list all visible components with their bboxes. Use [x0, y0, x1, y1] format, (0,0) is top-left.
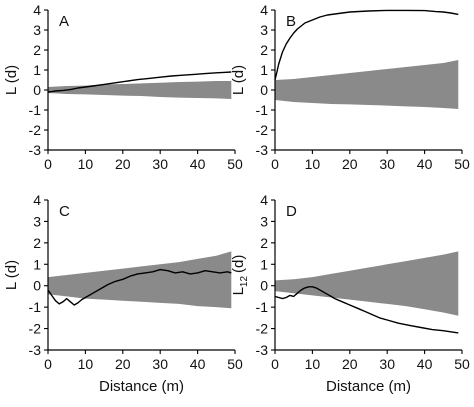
- x-tick-label: 0: [271, 156, 279, 172]
- y-tick-label: -2: [29, 122, 42, 138]
- y-tick-label: 1: [33, 62, 41, 78]
- x-tick-label: 0: [44, 156, 52, 172]
- y-axis-label: L12 (d): [230, 255, 250, 296]
- y-tick-label: -3: [29, 142, 42, 158]
- panel-letter: B: [286, 13, 296, 30]
- x-tick-label: 20: [342, 356, 358, 372]
- x-tick-label: 30: [152, 356, 168, 372]
- x-tick-label: 20: [342, 156, 358, 172]
- confidence-envelope: [275, 251, 459, 316]
- y-tick-label: 0: [33, 278, 41, 294]
- x-tick-label: 0: [271, 356, 279, 372]
- y-tick-label: 0: [260, 278, 268, 294]
- x-tick-label: 50: [454, 356, 470, 372]
- x-tick-label: 0: [44, 356, 52, 372]
- y-tick-label: 2: [260, 42, 268, 58]
- y-tick-label: -3: [256, 342, 269, 358]
- y-tick-label: 4: [33, 192, 41, 208]
- x-tick-label: 30: [152, 156, 168, 172]
- y-tick-label: 0: [33, 82, 41, 98]
- y-tick-label: -1: [256, 299, 269, 315]
- y-tick-label: 4: [260, 2, 268, 18]
- x-tick-label: 40: [190, 356, 206, 372]
- x-tick-label: 10: [78, 356, 94, 372]
- y-tick-label: -1: [29, 299, 42, 315]
- panel-letter: A: [59, 13, 69, 30]
- x-tick-label: 10: [305, 356, 321, 372]
- x-axis-label: Distance (m): [326, 378, 411, 395]
- x-tick-label: 40: [417, 356, 433, 372]
- y-tick-label: 2: [33, 235, 41, 251]
- y-tick-label: -2: [256, 122, 269, 138]
- y-tick-label: 3: [260, 22, 268, 38]
- x-tick-label: 30: [379, 356, 395, 372]
- y-axis-label-main: L: [230, 287, 247, 295]
- x-tick-label: 10: [78, 156, 94, 172]
- observed-line: [47, 71, 232, 93]
- y-tick-label: -3: [29, 342, 42, 358]
- y-axis-label-main: L (d): [3, 260, 20, 290]
- y-tick-label: 3: [260, 213, 268, 229]
- x-tick-label: 20: [115, 156, 131, 172]
- x-tick-label: 40: [417, 156, 433, 172]
- y-tick-label: 3: [33, 213, 41, 229]
- y-tick-label: 0: [260, 82, 268, 98]
- y-axis-label-subscript: 12: [239, 276, 250, 288]
- y-tick-label: 1: [260, 256, 268, 272]
- x-tick-label: 40: [190, 156, 206, 172]
- y-axis-label: L (d): [3, 65, 20, 95]
- observed-line: [274, 286, 459, 334]
- panel-letter: D: [286, 203, 297, 220]
- confidence-envelope: [48, 251, 232, 309]
- y-tick-label: 1: [33, 256, 41, 272]
- x-tick-label: 10: [305, 156, 321, 172]
- y-axis-label: L (d): [3, 260, 20, 290]
- y-axis-label-tail: (d): [230, 255, 247, 273]
- y-axis-label-main: L (d): [230, 65, 247, 95]
- y-tick-label: -2: [256, 321, 269, 337]
- x-tick-label: 50: [227, 156, 243, 172]
- confidence-envelope: [275, 60, 459, 109]
- observed-line: [47, 268, 232, 306]
- x-tick-label: 50: [227, 356, 243, 372]
- x-tick-label: 50: [454, 156, 470, 172]
- y-tick-label: 1: [260, 62, 268, 78]
- y-tick-label: 3: [33, 22, 41, 38]
- y-tick-label: -1: [256, 102, 269, 118]
- y-tick-label: 4: [260, 192, 268, 208]
- y-axis-label-main: L (d): [3, 65, 20, 95]
- x-axis-label: Distance (m): [99, 378, 184, 395]
- x-tick-label: 20: [115, 356, 131, 372]
- observed-line: [274, 9, 459, 81]
- x-tick-label: 30: [379, 156, 395, 172]
- y-axis-label: L (d): [230, 65, 247, 95]
- y-tick-label: -3: [256, 142, 269, 158]
- y-tick-label: -2: [29, 321, 42, 337]
- y-tick-label: 2: [33, 42, 41, 58]
- y-tick-label: 4: [33, 2, 41, 18]
- confidence-envelope: [48, 81, 232, 99]
- y-tick-label: 2: [260, 235, 268, 251]
- y-tick-label: -1: [29, 102, 42, 118]
- panel-letter: C: [59, 203, 70, 220]
